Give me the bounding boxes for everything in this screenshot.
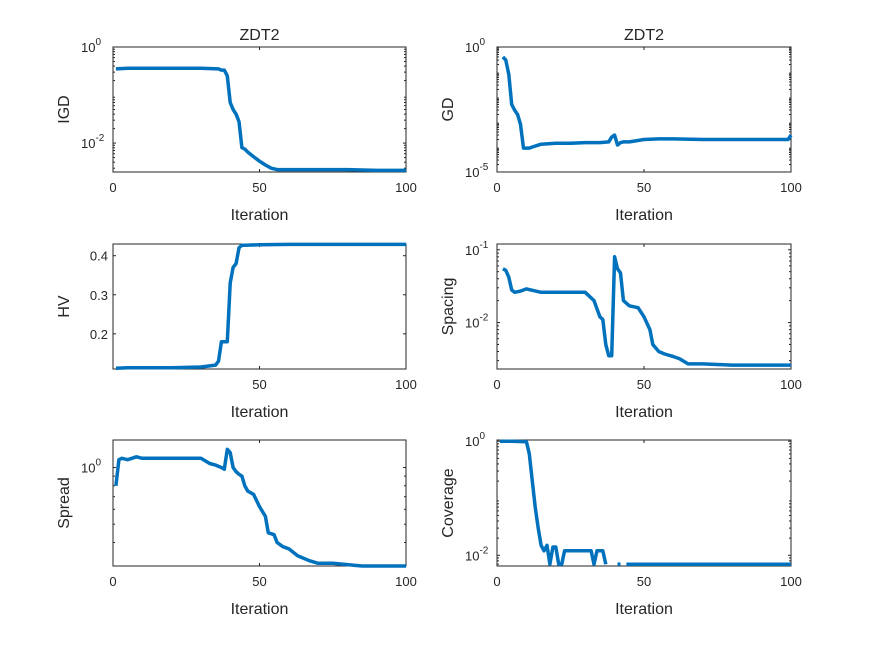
y-tick-base: 10 [81, 40, 95, 55]
y-tick-exponent: 0 [95, 458, 101, 469]
y-tick-exponent: -2 [95, 133, 104, 144]
y-tick-label: 0.3 [90, 288, 108, 303]
y-tick-exponent: 0 [479, 431, 485, 442]
y-tick-base: 10 [465, 316, 479, 331]
subplot-title: ZDT2 [240, 27, 280, 44]
series-line-coverage [499, 439, 608, 566]
x-tick-label: 100 [395, 377, 417, 392]
series-line-hv [115, 242, 406, 370]
y-tick-base: 10 [465, 548, 479, 563]
x-tick-label: 0 [493, 574, 500, 589]
y-axis-label: HV [56, 295, 73, 318]
y-tick-label: 10-2 [465, 545, 489, 563]
x-tick-label: 50 [637, 377, 651, 392]
subplot-title: ZDT2 [624, 27, 664, 44]
series-line-gd [501, 55, 793, 150]
x-tick-label: 100 [395, 180, 417, 195]
x-tick-label: 0 [493, 180, 500, 195]
y-tick-label: 100 [465, 37, 485, 55]
series-line-spacing [502, 255, 791, 367]
x-axis-label: Iteration [615, 404, 673, 421]
y-axis-label: Spread [56, 477, 73, 529]
x-tick-label: 50 [252, 574, 266, 589]
y-tick-exponent: -2 [479, 545, 488, 556]
y-tick-exponent: 0 [95, 37, 101, 48]
x-tick-label: 0 [493, 377, 500, 392]
x-tick-label: 0 [109, 574, 116, 589]
y-tick-label: 10-2 [465, 313, 489, 331]
x-axis-label: Iteration [231, 404, 289, 421]
y-tick-exponent: -2 [479, 313, 488, 324]
y-axis-label: Coverage [440, 468, 457, 537]
series-line-igd [115, 66, 406, 173]
y-tick-label: 0.2 [90, 327, 108, 342]
x-tick-label: 0 [109, 180, 116, 195]
y-tick-label: 10-2 [81, 133, 105, 151]
y-axis-label: IGD [56, 95, 73, 123]
x-tick-label: 100 [780, 180, 802, 195]
y-tick-label: 100 [465, 431, 485, 449]
y-axis-label: GD [440, 98, 457, 122]
x-tick-label: 100 [395, 574, 417, 589]
y-tick-base: 10 [465, 434, 479, 449]
x-axis-label: Iteration [231, 601, 289, 618]
x-tick-label: 100 [780, 377, 802, 392]
y-tick-label: 10-5 [465, 162, 489, 180]
subplot-hv: 50 100 0.2 0.3 0.4 Iteration HV [56, 242, 417, 421]
x-tick-label: 50 [252, 180, 266, 195]
x-tick-label: 50 [637, 574, 651, 589]
series-line-spread [114, 447, 406, 568]
x-axis-label: Iteration [615, 207, 673, 224]
y-tick-exponent: -5 [479, 162, 488, 173]
y-tick-base: 10 [465, 165, 479, 180]
y-tick-exponent: 0 [479, 37, 485, 48]
y-tick-base: 10 [465, 40, 479, 55]
y-axis-label: Spacing [440, 278, 457, 336]
y-tick-base: 10 [81, 461, 95, 476]
x-axis-label: Iteration [615, 601, 673, 618]
y-tick-label: 0.4 [90, 249, 108, 264]
y-tick-exponent: -1 [479, 240, 488, 251]
x-tick-label: 50 [637, 180, 651, 195]
x-axis-label: Iteration [231, 207, 289, 224]
y-tick-label: 100 [81, 458, 101, 476]
x-tick-label: 50 [252, 377, 266, 392]
y-tick-label: 100 [81, 37, 101, 55]
y-tick-label: 10-1 [465, 240, 489, 258]
y-tick-base: 10 [465, 243, 479, 258]
y-tick-base: 10 [81, 136, 95, 151]
x-tick-label: 100 [780, 574, 802, 589]
